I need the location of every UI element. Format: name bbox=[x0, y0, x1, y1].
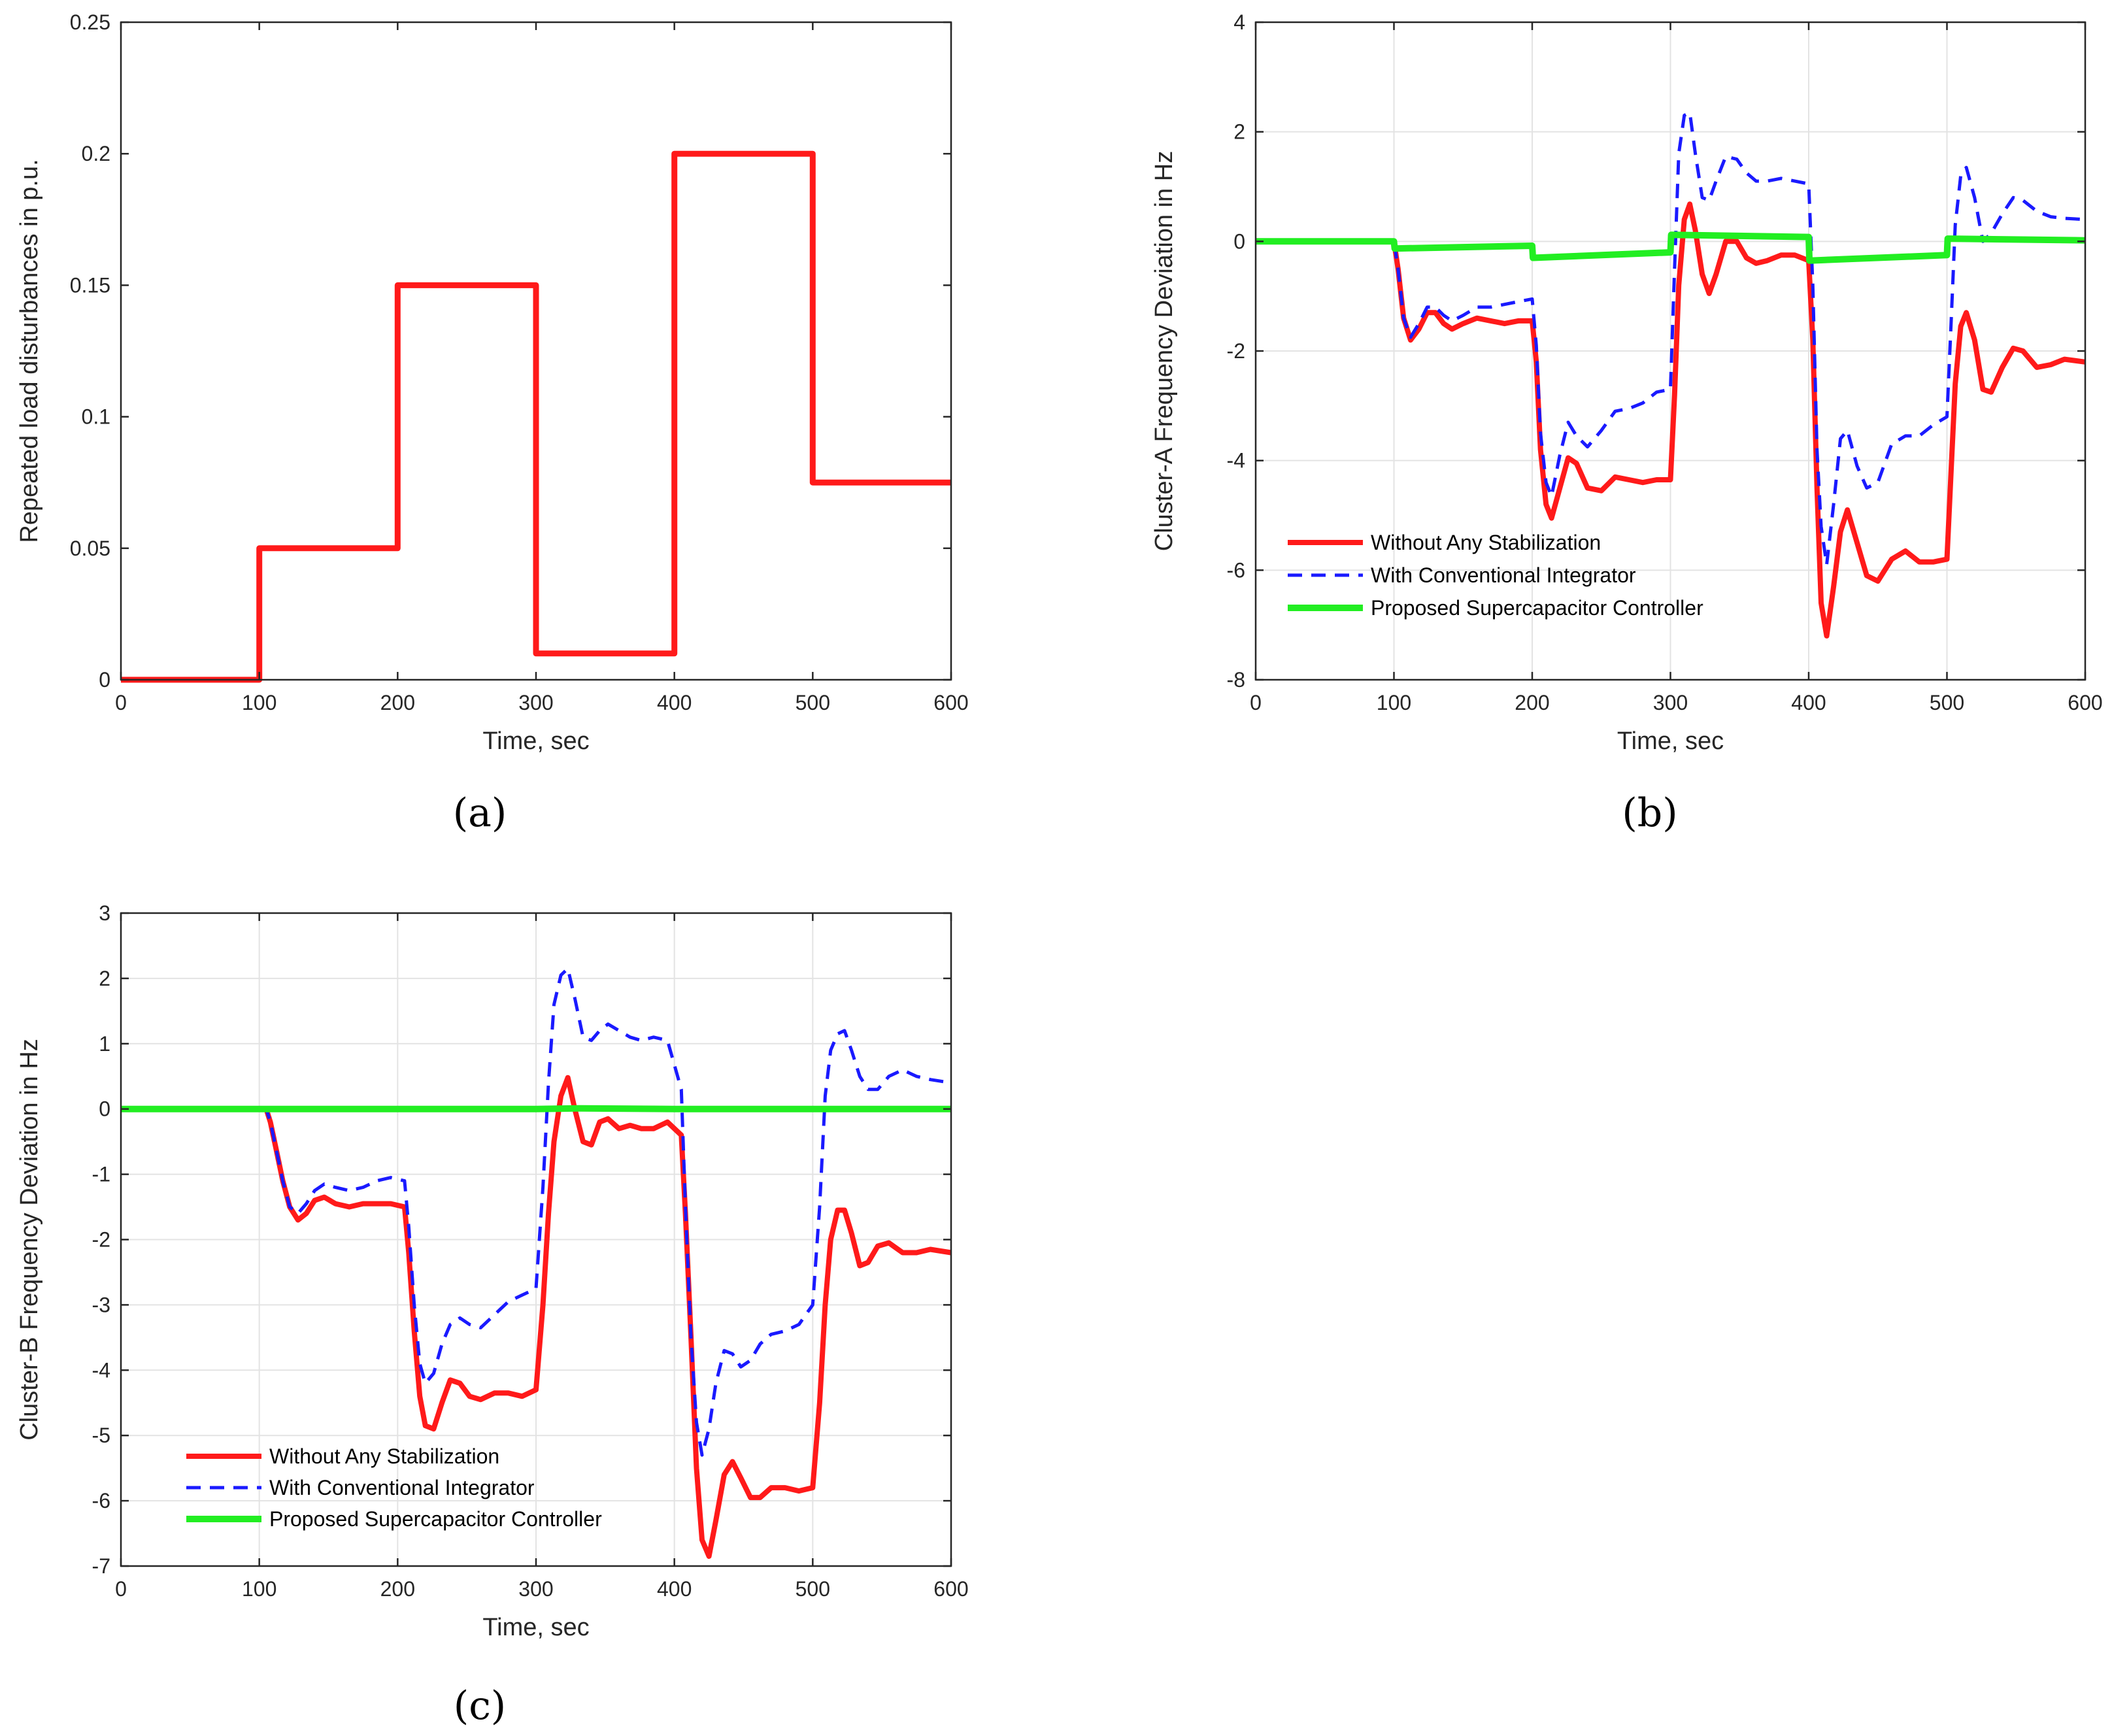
series-line-without bbox=[121, 150, 951, 683]
panel-label-a: (a) bbox=[453, 790, 507, 836]
x-tick-label: 500 bbox=[1930, 691, 1964, 714]
y-tick-label: -3 bbox=[92, 1293, 110, 1316]
y-tick-label: 0 bbox=[99, 668, 110, 692]
x-tick-label: 0 bbox=[115, 691, 127, 714]
series-line-conventional bbox=[1256, 110, 2086, 567]
y-tick-label: 0.25 bbox=[70, 10, 110, 34]
y-tick-label: 2 bbox=[1233, 120, 1245, 144]
legend-label-proposed: Proposed Supercapacitor Controller bbox=[1371, 596, 1703, 620]
legend-label-conventional: With Conventional Integrator bbox=[269, 1476, 535, 1499]
y-tick-label: -5 bbox=[92, 1424, 110, 1447]
y-tick-label: -1 bbox=[92, 1163, 110, 1186]
x-tick-label: 0 bbox=[1250, 691, 1262, 714]
x-tick-label: 400 bbox=[657, 1577, 692, 1601]
x-tick-label: 100 bbox=[1377, 691, 1411, 714]
legend-label-without: Without Any Stabilization bbox=[269, 1444, 499, 1468]
x-axis-title: Time, sec bbox=[1617, 727, 1724, 755]
chart-panel-c: 0 100 200 300 400 500 600 -7 -6 -5 -4 -3 -2 -1 0 1 2 3 Tim… bbox=[16, 901, 969, 1641]
legend-label-without: Without Any Stabilization bbox=[1371, 531, 1601, 554]
x-tick-label: 100 bbox=[242, 1577, 277, 1601]
y-tick-label: -2 bbox=[92, 1228, 110, 1252]
y-tick-label: 0 bbox=[1233, 229, 1245, 253]
series-line-without bbox=[121, 1075, 952, 1559]
x-tick-label: 400 bbox=[657, 691, 692, 714]
y-tick-label: -7 bbox=[92, 1554, 110, 1578]
x-tick-label: 500 bbox=[796, 691, 830, 714]
y-tick-label: 0 bbox=[99, 1097, 110, 1121]
legend-label-conventional: With Conventional Integrator bbox=[1371, 563, 1636, 587]
x-axis-title: Time, sec bbox=[482, 727, 589, 755]
x-tick-label: 0 bbox=[115, 1577, 127, 1601]
y-axis-title: Repeated load disturbances in p.u. bbox=[16, 159, 43, 542]
y-tick-label: -6 bbox=[92, 1489, 110, 1512]
x-tick-label: 100 bbox=[242, 691, 277, 714]
x-tick-label: 400 bbox=[1791, 691, 1826, 714]
x-tick-label: 200 bbox=[1515, 691, 1549, 714]
legend: Without Any Stabilization With Convention… bbox=[186, 1444, 602, 1531]
y-tick-label: 0.2 bbox=[82, 142, 110, 165]
y-tick-label: 0.1 bbox=[82, 405, 110, 429]
y-tick-label: 0.15 bbox=[70, 273, 110, 297]
panel-label-c: (c) bbox=[454, 1683, 506, 1729]
series-line-without bbox=[1256, 201, 2086, 639]
y-tick-label: -6 bbox=[1227, 558, 1245, 582]
y-tick-label: -8 bbox=[1227, 668, 1245, 692]
y-axis-title: Cluster-B Frequency Deviation in Hz bbox=[16, 1039, 43, 1441]
y-tick-label: 1 bbox=[99, 1032, 110, 1056]
panel-label-b: (b) bbox=[1622, 790, 1677, 836]
legend: Without Any Stabilization With Convention… bbox=[1288, 531, 1703, 620]
series-line-proposed bbox=[1256, 231, 2086, 264]
chart-panel-b: 0 100 200 300 400 500 600 -8 -6 -4 -2 0 2 4 Time, sec C… bbox=[1150, 10, 2103, 755]
x-tick-label: 600 bbox=[2068, 691, 2102, 714]
x-tick-label: 300 bbox=[1653, 691, 1688, 714]
x-tick-label: 200 bbox=[380, 1577, 415, 1601]
x-axis-title: Time, sec bbox=[482, 1614, 589, 1641]
x-tick-label: 600 bbox=[933, 691, 968, 714]
y-tick-label: 2 bbox=[99, 967, 110, 990]
y-tick-label: 4 bbox=[1233, 10, 1245, 34]
y-tick-label: -2 bbox=[1227, 339, 1245, 363]
x-tick-label: 200 bbox=[380, 691, 415, 714]
y-tick-label: -4 bbox=[1227, 449, 1245, 473]
y-tick-label: 3 bbox=[99, 901, 110, 925]
x-tick-label: 500 bbox=[796, 1577, 830, 1601]
y-axis-title: Cluster-A Frequency Deviation in Hz bbox=[1150, 151, 1178, 551]
legend-label-proposed: Proposed Supercapacitor Controller bbox=[269, 1507, 602, 1531]
x-tick-label: 300 bbox=[518, 1577, 553, 1601]
chart-panel-a: 0 100 200 300 400 500 600 0 0.05 0.1 0.15 0.2 0.25 Ti… bbox=[16, 10, 969, 755]
x-tick-label: 300 bbox=[518, 691, 553, 714]
y-tick-label: 0.05 bbox=[70, 537, 110, 560]
y-tick-label: -4 bbox=[92, 1358, 110, 1382]
x-tick-label: 600 bbox=[933, 1577, 968, 1601]
series-line-conventional bbox=[121, 967, 952, 1457]
